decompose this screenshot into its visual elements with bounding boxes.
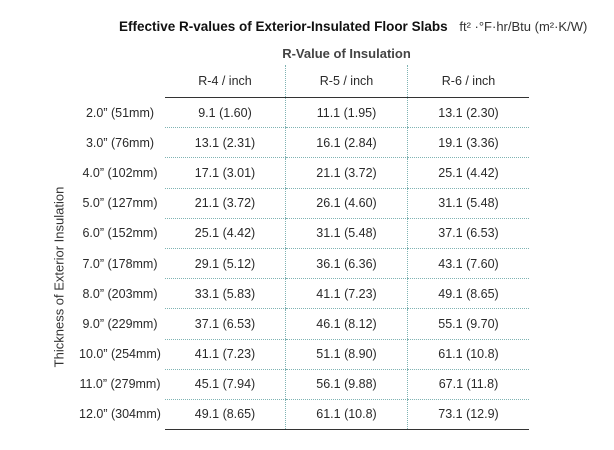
column-group-label: R-Value of Insulation xyxy=(282,46,411,61)
row-header: 6.0” (152mm) xyxy=(82,226,158,241)
table-cell: 31.1 (5.48) xyxy=(407,188,529,219)
table-row: 12.0” (304mm) 49.1 (8.65) 61.1 (10.8) 73.1 … xyxy=(75,399,529,431)
table-cell: 46.1 (8.12) xyxy=(285,308,408,340)
table-cell: 11.1 (1.95) xyxy=(285,97,408,129)
table-cell: 56.1 (9.88) xyxy=(285,369,408,400)
table-title-units: ft² ·°F·hr/Btu (m²·K/W) xyxy=(459,19,588,34)
table-row: 8.0” (203mm) 33.1 (5.83) 41.1 (7.23) 49.1 (… xyxy=(75,278,529,310)
table-cell: 31.1 (5.48) xyxy=(285,218,408,249)
table-cell: 61.1 (10.8) xyxy=(285,399,408,431)
table-row: 11.0” (279mm) 45.1 (7.94) 56.1 (9.88) 67.1 … xyxy=(75,369,529,400)
row-header: 7.0” (178mm) xyxy=(82,256,158,271)
r-value-table: R-4 / inch R-5 / inch R-6 / inch 2.0” (5… xyxy=(75,65,529,431)
corner-cell xyxy=(75,65,165,98)
table-cell: 49.1 (8.65) xyxy=(165,399,286,431)
table-row: 2.0” (51mm) 9.1 (1.60) 11.1 (1.95) 13.1 (2.… xyxy=(75,97,529,129)
table-row: 5.0” (127mm) 21.1 (3.72) 26.1 (4.60) 31.1 (… xyxy=(75,188,529,219)
table-cell: 61.1 (10.8) xyxy=(407,339,529,370)
table-cell: 25.1 (4.42) xyxy=(165,218,286,249)
table-row: 10.0” (254mm) 41.1 (7.23) 51.1 (8.90) 61.1 … xyxy=(75,339,529,370)
table-row: 6.0” (152mm) 25.1 (4.42) 31.1 (5.48) 37.1 (… xyxy=(75,218,529,249)
table-cell: 55.1 (9.70) xyxy=(407,308,529,340)
table-title-main: Effective R-values of Exterior-Insulated… xyxy=(119,19,448,34)
column-header: R-4 / inch xyxy=(165,65,286,98)
row-header: 3.0” (76mm) xyxy=(85,135,155,150)
table-cell: 16.1 (2.84) xyxy=(285,127,408,159)
row-header: 12.0” (304mm) xyxy=(79,407,161,422)
table-cell: 45.1 (7.94) xyxy=(165,369,286,400)
column-header: R-5 / inch xyxy=(285,65,408,98)
table-cell: 17.1 (3.01) xyxy=(165,157,286,189)
row-header: 4.0” (102mm) xyxy=(82,165,158,180)
table-cell: 9.1 (1.60) xyxy=(165,97,286,129)
table-cell: 19.1 (3.36) xyxy=(407,127,529,159)
row-axis-label: Thickness of Exterior Insulation xyxy=(51,186,67,368)
table-row: 3.0” (76mm) 13.1 (2.31) 16.1 (2.84) 19.1 (3… xyxy=(75,127,529,159)
table-row: 9.0” (229mm) 37.1 (6.53) 46.1 (8.12) 55.1 (… xyxy=(75,308,529,340)
table-body: 2.0” (51mm) 9.1 (1.60) 11.1 (1.95) 13.1 (2.… xyxy=(75,97,529,431)
table-cell: 41.1 (7.23) xyxy=(285,278,408,310)
table-cell: 37.1 (6.53) xyxy=(407,218,529,249)
table-row: 7.0” (178mm) 29.1 (5.12) 36.1 (6.36) 43.1 (… xyxy=(75,248,529,280)
table-cell: 13.1 (2.30) xyxy=(407,97,529,129)
table-cell: 29.1 (5.12) xyxy=(165,248,286,280)
table-cell: 13.1 (2.31) xyxy=(165,127,286,159)
table-cell: 51.1 (8.90) xyxy=(285,339,408,370)
row-header: 9.0” (229mm) xyxy=(82,316,158,331)
table-title: Effective R-values of Exterior-Insulated… xyxy=(119,19,599,35)
table-cell: 33.1 (5.83) xyxy=(165,278,286,310)
column-header: R-6 / inch xyxy=(407,65,529,98)
table-cell: 73.1 (12.9) xyxy=(407,399,529,431)
row-header: 10.0” (254mm) xyxy=(79,347,161,362)
table-cell: 26.1 (4.60) xyxy=(285,188,408,219)
table-cell: 36.1 (6.36) xyxy=(285,248,408,280)
table-cell: 21.1 (3.72) xyxy=(285,157,408,189)
table-cell: 21.1 (3.72) xyxy=(165,188,286,219)
row-header: 11.0” (279mm) xyxy=(79,377,161,392)
table-cell: 43.1 (7.60) xyxy=(407,248,529,280)
table-cell: 41.1 (7.23) xyxy=(165,339,286,370)
header-row: R-4 / inch R-5 / inch R-6 / inch xyxy=(75,65,529,98)
table-cell: 67.1 (11.8) xyxy=(407,369,529,400)
table-cell: 49.1 (8.65) xyxy=(407,278,529,310)
row-header: 5.0” (127mm) xyxy=(82,196,158,211)
row-header: 8.0” (203mm) xyxy=(82,286,158,301)
row-header: 2.0” (51mm) xyxy=(85,105,155,120)
table-row: 4.0” (102mm) 17.1 (3.01) 21.1 (3.72) 25.1 (… xyxy=(75,157,529,189)
table-cell: 25.1 (4.42) xyxy=(407,157,529,189)
table-cell: 37.1 (6.53) xyxy=(165,308,286,340)
